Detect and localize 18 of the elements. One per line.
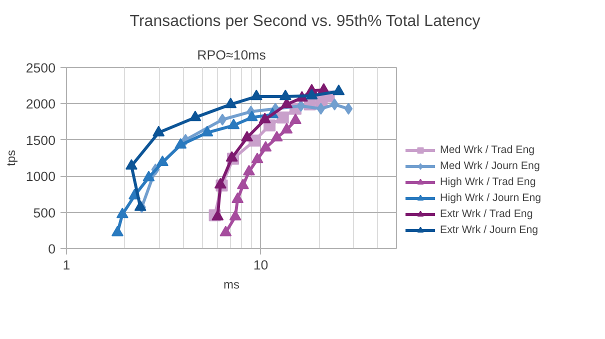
legend-label: Med Wrk / Trad Eng [440,143,535,158]
y-tick-label: 2000 [26,96,56,112]
x-tick-label: 10 [253,258,268,272]
legend-label: Med Wrk / Journ Eng [440,159,540,174]
legend-label: Extr Wrk / Journ Eng [440,223,538,238]
x-axis-title: ms [224,278,240,292]
legend-label: High Wrk / Journ Eng [440,191,542,206]
chart-title: Transactions per Second vs. 95th% Total Latency [130,12,480,32]
legend-label: High Wrk / Trad Eng [440,175,536,190]
chart-subtitle: RPO≈10ms [197,48,266,62]
y-tick-label: 0 [48,242,56,256]
x-tick-label: 1 [62,258,70,272]
legend-label: Extr Wrk / Trad Eng [440,207,533,222]
y-tick-label: 500 [33,205,56,220]
y-tick-label: 1500 [26,132,56,148]
y-axis-title: tps [4,150,18,166]
y-tick-label: 2500 [26,60,56,76]
y-tick-label: 1000 [26,169,56,184]
